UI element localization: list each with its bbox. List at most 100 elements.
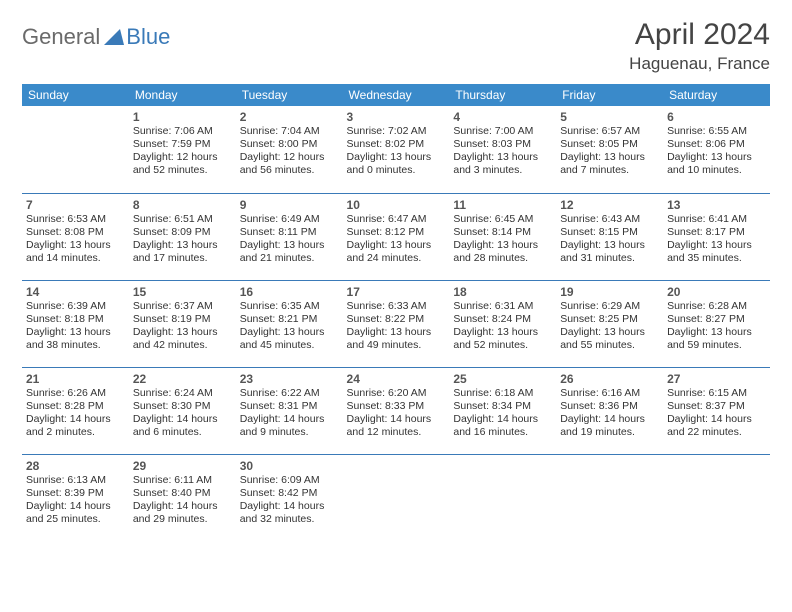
weekday-header: Friday — [556, 84, 663, 106]
calendar-cell: 24Sunrise: 6:20 AMSunset: 8:33 PMDayligh… — [343, 367, 450, 454]
calendar-cell: 16Sunrise: 6:35 AMSunset: 8:21 PMDayligh… — [236, 280, 343, 367]
day-details: Sunrise: 6:20 AMSunset: 8:33 PMDaylight:… — [347, 387, 446, 440]
calendar-cell: 30Sunrise: 6:09 AMSunset: 8:42 PMDayligh… — [236, 454, 343, 541]
calendar-body: 1Sunrise: 7:06 AMSunset: 7:59 PMDaylight… — [22, 106, 770, 541]
month-title: April 2024 — [629, 18, 770, 52]
day-details: Sunrise: 6:35 AMSunset: 8:21 PMDaylight:… — [240, 300, 339, 353]
day-details: Sunrise: 7:00 AMSunset: 8:03 PMDaylight:… — [453, 125, 552, 178]
calendar-cell — [663, 454, 770, 541]
day-details: Sunrise: 7:06 AMSunset: 7:59 PMDaylight:… — [133, 125, 232, 178]
day-details: Sunrise: 6:33 AMSunset: 8:22 PMDaylight:… — [347, 300, 446, 353]
calendar-cell: 28Sunrise: 6:13 AMSunset: 8:39 PMDayligh… — [22, 454, 129, 541]
day-details: Sunrise: 6:18 AMSunset: 8:34 PMDaylight:… — [453, 387, 552, 440]
calendar-cell: 27Sunrise: 6:15 AMSunset: 8:37 PMDayligh… — [663, 367, 770, 454]
day-number: 5 — [560, 110, 659, 124]
weekday-header: Wednesday — [343, 84, 450, 106]
day-number: 28 — [26, 459, 125, 473]
day-number: 27 — [667, 372, 766, 386]
calendar-cell — [343, 454, 450, 541]
calendar-cell: 22Sunrise: 6:24 AMSunset: 8:30 PMDayligh… — [129, 367, 236, 454]
calendar-cell: 23Sunrise: 6:22 AMSunset: 8:31 PMDayligh… — [236, 367, 343, 454]
calendar-cell: 2Sunrise: 7:04 AMSunset: 8:00 PMDaylight… — [236, 106, 343, 193]
calendar-cell: 25Sunrise: 6:18 AMSunset: 8:34 PMDayligh… — [449, 367, 556, 454]
day-number: 14 — [26, 285, 125, 299]
day-number: 1 — [133, 110, 232, 124]
day-number: 15 — [133, 285, 232, 299]
location: Haguenau, France — [629, 54, 770, 74]
day-number: 3 — [347, 110, 446, 124]
day-number: 11 — [453, 198, 552, 212]
calendar-cell — [22, 106, 129, 193]
calendar-cell: 5Sunrise: 6:57 AMSunset: 8:05 PMDaylight… — [556, 106, 663, 193]
day-number: 23 — [240, 372, 339, 386]
day-details: Sunrise: 6:53 AMSunset: 8:08 PMDaylight:… — [26, 213, 125, 266]
day-details: Sunrise: 6:37 AMSunset: 8:19 PMDaylight:… — [133, 300, 232, 353]
day-number: 21 — [26, 372, 125, 386]
day-number: 20 — [667, 285, 766, 299]
day-details: Sunrise: 6:57 AMSunset: 8:05 PMDaylight:… — [560, 125, 659, 178]
day-details: Sunrise: 6:49 AMSunset: 8:11 PMDaylight:… — [240, 213, 339, 266]
day-number: 26 — [560, 372, 659, 386]
day-details: Sunrise: 6:39 AMSunset: 8:18 PMDaylight:… — [26, 300, 125, 353]
calendar-table: SundayMondayTuesdayWednesdayThursdayFrid… — [22, 84, 770, 541]
day-details: Sunrise: 6:24 AMSunset: 8:30 PMDaylight:… — [133, 387, 232, 440]
day-details: Sunrise: 6:22 AMSunset: 8:31 PMDaylight:… — [240, 387, 339, 440]
day-number: 29 — [133, 459, 232, 473]
calendar-cell: 15Sunrise: 6:37 AMSunset: 8:19 PMDayligh… — [129, 280, 236, 367]
calendar-cell: 29Sunrise: 6:11 AMSunset: 8:40 PMDayligh… — [129, 454, 236, 541]
day-number: 9 — [240, 198, 339, 212]
weekday-header: Sunday — [22, 84, 129, 106]
calendar-cell: 4Sunrise: 7:00 AMSunset: 8:03 PMDaylight… — [449, 106, 556, 193]
calendar-cell: 11Sunrise: 6:45 AMSunset: 8:14 PMDayligh… — [449, 193, 556, 280]
day-number: 7 — [26, 198, 125, 212]
day-number: 13 — [667, 198, 766, 212]
day-number: 19 — [560, 285, 659, 299]
day-details: Sunrise: 6:09 AMSunset: 8:42 PMDaylight:… — [240, 474, 339, 527]
calendar-cell: 3Sunrise: 7:02 AMSunset: 8:02 PMDaylight… — [343, 106, 450, 193]
day-number: 18 — [453, 285, 552, 299]
calendar-cell: 6Sunrise: 6:55 AMSunset: 8:06 PMDaylight… — [663, 106, 770, 193]
day-details: Sunrise: 7:04 AMSunset: 8:00 PMDaylight:… — [240, 125, 339, 178]
logo-triangle-icon — [104, 29, 124, 45]
day-number: 22 — [133, 372, 232, 386]
day-details: Sunrise: 6:11 AMSunset: 8:40 PMDaylight:… — [133, 474, 232, 527]
day-number: 17 — [347, 285, 446, 299]
calendar-cell: 26Sunrise: 6:16 AMSunset: 8:36 PMDayligh… — [556, 367, 663, 454]
header: General Blue April 2024 Haguenau, France — [22, 18, 770, 80]
day-details: Sunrise: 6:16 AMSunset: 8:36 PMDaylight:… — [560, 387, 659, 440]
day-details: Sunrise: 6:47 AMSunset: 8:12 PMDaylight:… — [347, 213, 446, 266]
day-details: Sunrise: 6:55 AMSunset: 8:06 PMDaylight:… — [667, 125, 766, 178]
calendar-cell: 9Sunrise: 6:49 AMSunset: 8:11 PMDaylight… — [236, 193, 343, 280]
weekday-header: Monday — [129, 84, 236, 106]
day-details: Sunrise: 6:29 AMSunset: 8:25 PMDaylight:… — [560, 300, 659, 353]
logo-part2: Blue — [126, 24, 170, 50]
day-details: Sunrise: 6:28 AMSunset: 8:27 PMDaylight:… — [667, 300, 766, 353]
day-number: 16 — [240, 285, 339, 299]
day-details: Sunrise: 6:51 AMSunset: 8:09 PMDaylight:… — [133, 213, 232, 266]
calendar-cell: 10Sunrise: 6:47 AMSunset: 8:12 PMDayligh… — [343, 193, 450, 280]
logo-part1: General — [22, 24, 100, 50]
weekday-header: Saturday — [663, 84, 770, 106]
day-number: 30 — [240, 459, 339, 473]
calendar-cell — [449, 454, 556, 541]
day-details: Sunrise: 6:43 AMSunset: 8:15 PMDaylight:… — [560, 213, 659, 266]
calendar-cell: 1Sunrise: 7:06 AMSunset: 7:59 PMDaylight… — [129, 106, 236, 193]
day-details: Sunrise: 6:26 AMSunset: 8:28 PMDaylight:… — [26, 387, 125, 440]
calendar-cell: 18Sunrise: 6:31 AMSunset: 8:24 PMDayligh… — [449, 280, 556, 367]
day-number: 2 — [240, 110, 339, 124]
day-details: Sunrise: 6:45 AMSunset: 8:14 PMDaylight:… — [453, 213, 552, 266]
title-block: April 2024 Haguenau, France — [629, 18, 770, 74]
calendar-cell: 14Sunrise: 6:39 AMSunset: 8:18 PMDayligh… — [22, 280, 129, 367]
day-number: 12 — [560, 198, 659, 212]
day-details: Sunrise: 6:31 AMSunset: 8:24 PMDaylight:… — [453, 300, 552, 353]
calendar-cell: 7Sunrise: 6:53 AMSunset: 8:08 PMDaylight… — [22, 193, 129, 280]
day-details: Sunrise: 7:02 AMSunset: 8:02 PMDaylight:… — [347, 125, 446, 178]
calendar-cell — [556, 454, 663, 541]
weekday-header: Tuesday — [236, 84, 343, 106]
day-number: 4 — [453, 110, 552, 124]
calendar-cell: 17Sunrise: 6:33 AMSunset: 8:22 PMDayligh… — [343, 280, 450, 367]
day-number: 6 — [667, 110, 766, 124]
calendar-cell: 20Sunrise: 6:28 AMSunset: 8:27 PMDayligh… — [663, 280, 770, 367]
weekday-header: Thursday — [449, 84, 556, 106]
calendar-cell: 12Sunrise: 6:43 AMSunset: 8:15 PMDayligh… — [556, 193, 663, 280]
